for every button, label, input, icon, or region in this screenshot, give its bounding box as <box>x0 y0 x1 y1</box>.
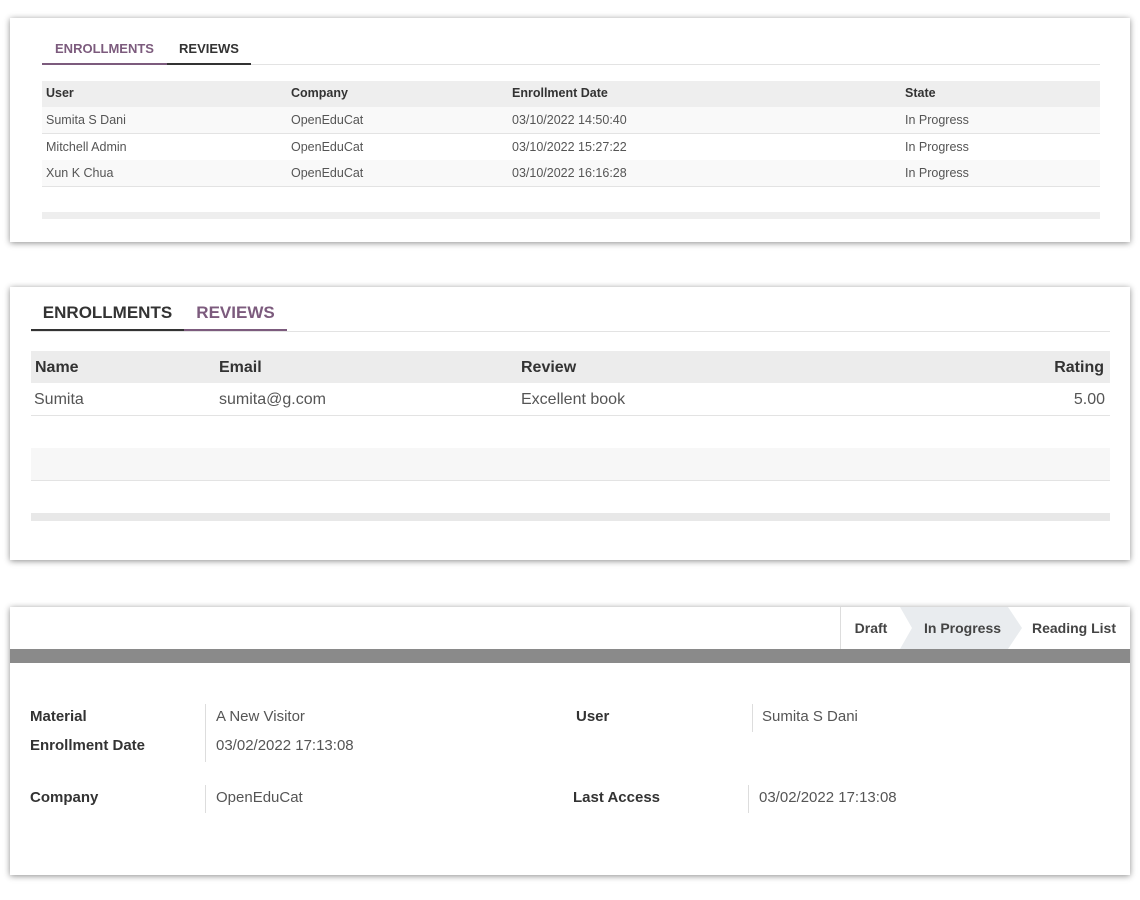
cell-company: OpenEduCat <box>291 113 364 127</box>
statusbar: Draft In Progress Reading List <box>10 607 1130 650</box>
user-label: User <box>576 708 610 725</box>
last-access-label: Last Access <box>573 789 660 806</box>
column-header-company[interactable]: Company <box>291 86 348 100</box>
table-row[interactable]: Sumita sumita@g.com Excellent book 5.00 <box>31 383 1110 416</box>
table-row[interactable]: Xun K Chua OpenEduCat 03/10/2022 16:16:28 I… <box>42 160 1100 187</box>
enrollment-date-value[interactable]: 03/02/2022 17:13:08 <box>216 737 354 754</box>
column-header-rating[interactable]: Rating <box>1054 359 1104 376</box>
tab-reviews[interactable]: REVIEWS <box>184 303 287 331</box>
tab-enrollments[interactable]: ENROLLMENTS <box>31 303 184 331</box>
status-draft[interactable]: Draft <box>840 607 901 649</box>
cell-state: In Progress <box>905 139 969 154</box>
tab-enrollments[interactable]: ENROLLMENTS <box>42 41 167 65</box>
cell-user: Xun K Chua <box>46 166 114 180</box>
table-row[interactable]: Sumita S Dani OpenEduCat 03/10/2022 14:50:… <box>42 107 1100 134</box>
cell-enrollment-date: 03/10/2022 14:50:40 <box>512 113 627 127</box>
status-in-progress[interactable]: In Progress <box>923 620 1002 636</box>
cell-email: sumita@g.com <box>219 391 326 408</box>
cell-company: OpenEduCat <box>291 166 364 180</box>
last-access-value[interactable]: 03/02/2022 17:13:08 <box>759 789 897 806</box>
empty-row <box>31 481 1110 514</box>
empty-row <box>31 448 1110 481</box>
reviews-panel: ENROLLMENTS REVIEWS Name Email Review Ra… <box>10 287 1130 560</box>
field-separator <box>752 704 753 732</box>
field-separator <box>205 785 206 813</box>
cell-rating: 5.00 <box>1073 391 1105 408</box>
column-header-state[interactable]: State <box>905 86 936 100</box>
enrollments-panel: ENROLLMENTS REVIEWS User Company Enrollm… <box>10 18 1130 242</box>
table-header: User Company Enrollment Date State <box>42 81 1100 107</box>
table-footer <box>42 212 1100 219</box>
tab-divider <box>31 331 1110 332</box>
header-band <box>10 649 1130 663</box>
cell-review: Excellent book <box>521 391 626 408</box>
status-in-progress-bg <box>900 607 1022 649</box>
enrollment-date-label: Enrollment Date <box>30 737 146 754</box>
company-value[interactable]: OpenEduCat <box>216 789 303 806</box>
column-header-review[interactable]: Review <box>521 359 577 376</box>
enrollment-form: Draft In Progress Reading List Material … <box>10 607 1130 875</box>
field-separator <box>205 704 206 762</box>
tab-reviews[interactable]: REVIEWS <box>167 41 251 65</box>
column-header-email[interactable]: Email <box>219 359 262 376</box>
user-value[interactable]: Sumita S Dani <box>762 708 858 725</box>
status-reading-list[interactable]: Reading List <box>1031 620 1116 636</box>
column-header-user[interactable]: User <box>46 86 74 100</box>
material-label: Material <box>30 708 87 725</box>
tab-divider <box>42 64 1100 65</box>
cell-user: Mitchell Admin <box>46 139 127 154</box>
cell-user: Sumita S Dani <box>46 113 126 127</box>
cell-enrollment-date: 03/10/2022 16:16:28 <box>512 166 627 180</box>
cell-enrollment-date: 03/10/2022 15:27:22 <box>512 139 627 154</box>
cell-name: Sumita <box>34 391 84 408</box>
empty-row <box>31 416 1110 449</box>
field-separator <box>748 785 749 813</box>
table-header: Name Email Review Rating <box>31 351 1110 383</box>
cell-company: OpenEduCat <box>291 139 364 154</box>
material-value[interactable]: A New Visitor <box>216 708 305 725</box>
cell-state: In Progress <box>905 113 969 127</box>
table-footer <box>31 513 1110 521</box>
table-row[interactable]: Mitchell Admin OpenEduCat 03/10/2022 15:27… <box>42 133 1100 161</box>
column-header-name[interactable]: Name <box>35 359 79 376</box>
cell-state: In Progress <box>905 166 969 180</box>
column-header-enrollment-date[interactable]: Enrollment Date <box>512 86 608 100</box>
company-label: Company <box>30 789 99 806</box>
